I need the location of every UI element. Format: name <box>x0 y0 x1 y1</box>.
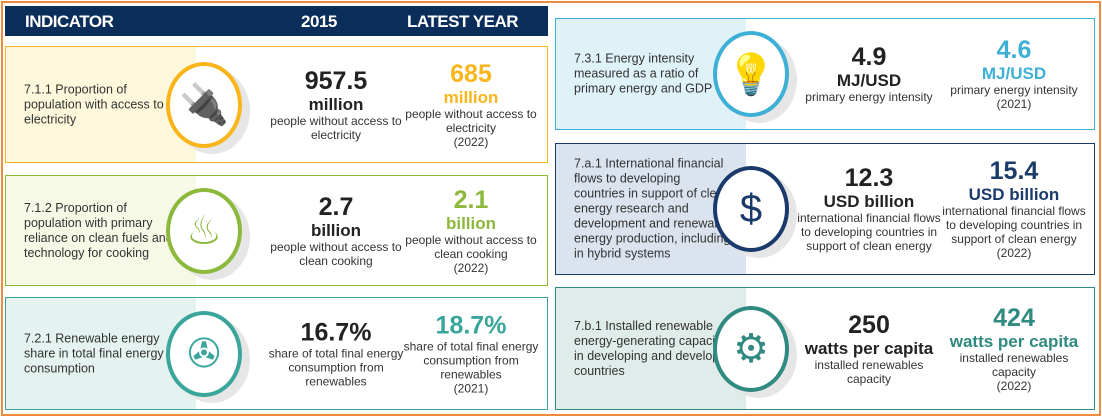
value-description: primary energy intensity <box>950 83 1078 97</box>
value-description: share of total final energy consumption … <box>268 346 404 388</box>
value-latest: 2.1 billion people without access to cle… <box>396 185 546 275</box>
table-header: INDICATOR 2015 LATEST YEAR <box>5 6 548 36</box>
value-2015: 250 watts per capita installed renewable… <box>794 310 944 386</box>
light-bulb-icon: 💡 <box>713 31 789 117</box>
value-year: (2022) <box>996 378 1032 393</box>
value-number: 424 <box>993 303 1035 332</box>
value-unit: MJ/USD <box>981 64 1047 83</box>
value-2015: 12.3 USD billion international financial… <box>794 164 944 254</box>
value-description: people without access to electricity <box>405 106 537 135</box>
value-number: 4.6 <box>996 36 1032 64</box>
value-unit: million <box>308 94 364 114</box>
value-number: 2.7 <box>318 192 354 221</box>
value-description: installed renewables capacity <box>814 357 924 386</box>
row-tint <box>6 176 196 285</box>
value-description: international financial flows to develop… <box>797 211 941 253</box>
header-indicator: INDICATOR <box>25 12 114 31</box>
value-number: 15.4 <box>989 157 1039 185</box>
value-unit: billion <box>445 213 497 233</box>
plug-icon: 🔌 <box>166 61 242 148</box>
value-year: (2021) <box>453 381 489 395</box>
value-latest: 4.6 MJ/USD primary energy intensity (202… <box>939 36 1089 112</box>
value-unit: watts per capita <box>949 331 1079 351</box>
value-year: (2022) <box>453 134 489 149</box>
value-number: 16.7% <box>300 318 372 346</box>
value-year: (2021) <box>996 97 1032 111</box>
value-description: international financial flows to develop… <box>942 204 1086 246</box>
value-latest: 15.4 USD billion international financial… <box>939 157 1089 261</box>
value-2015: 16.7% share of total final energy consum… <box>261 318 411 389</box>
value-unit: USD billion <box>823 192 915 211</box>
value-description: people without access to clean cooking <box>270 239 402 268</box>
indicator-label: 7.b.1 Installed renewable energy-generat… <box>574 318 734 378</box>
value-year: (2022) <box>453 260 489 275</box>
value-description: primary energy intensity <box>805 90 933 104</box>
value-description: installed renewables capacity <box>959 350 1069 379</box>
value-description: share of total final energy consumption … <box>403 339 539 381</box>
value-unit: USD billion <box>968 185 1060 204</box>
value-latest: 18.7% share of total final energy consum… <box>396 311 546 396</box>
indicator-row: 7.1.2 Proportion of population with prim… <box>5 175 548 286</box>
value-2015: 957.5 million people without access to e… <box>261 66 411 142</box>
money-gear-icon: $ <box>713 166 789 252</box>
indicator-label: 7.1.1 Proportion of population with acce… <box>24 82 164 126</box>
value-number: 18.7% <box>435 311 507 339</box>
value-2015: 2.7 billion people without access to cle… <box>261 192 411 268</box>
value-number: 957.5 <box>304 66 368 95</box>
header-latest-year: LATEST YEAR <box>407 12 519 31</box>
header-2015: 2015 <box>301 12 337 31</box>
renewable-gear-icon: ⚙ <box>713 305 789 392</box>
indicator-row: 7.1.1 Proportion of population with acce… <box>5 46 548 163</box>
value-unit: billion <box>310 220 362 240</box>
value-unit: watts per capita <box>804 338 934 358</box>
value-unit: million <box>443 87 499 107</box>
value-2015: 4.9 MJ/USD primary energy intensity <box>794 43 944 105</box>
indicator-label: 7.3.1 Energy intensity measured as a rat… <box>574 51 713 96</box>
row-tint <box>6 47 196 162</box>
value-latest: 424 watts per capita installed renewable… <box>939 303 1089 393</box>
value-description: people without access to electricity <box>270 113 402 142</box>
value-year: (2022) <box>996 246 1032 260</box>
indicator-label: 7.2.1 Renewable energy share in total fi… <box>24 331 164 375</box>
indicator-label: 7.1.2 Proportion of population with prim… <box>24 200 173 260</box>
indicator-row: 7.2.1 Renewable energy share in total fi… <box>5 297 548 410</box>
value-latest: 685 million people without access to ele… <box>396 59 546 149</box>
value-number: 12.3 <box>844 164 894 192</box>
value-number: 2.1 <box>453 185 489 214</box>
indicator-row: 7.3.1 Energy intensity measured as a rat… <box>555 18 1095 130</box>
wind-solar-icon: ✇ <box>166 310 242 397</box>
cooking-pot-icon: ♨ <box>166 187 242 274</box>
value-number: 4.9 <box>851 43 887 71</box>
value-number: 685 <box>450 59 492 88</box>
value-description: people without access to clean cooking <box>405 232 537 261</box>
indicator-row: 7.a.1 International financial flows to d… <box>555 143 1095 275</box>
value-number: 250 <box>848 310 890 339</box>
value-unit: MJ/USD <box>836 71 902 90</box>
indicator-row: 7.b.1 Installed renewable energy-generat… <box>555 287 1095 410</box>
indicator-label: 7.a.1 International financial flows to d… <box>574 156 732 261</box>
row-tint <box>6 298 196 409</box>
